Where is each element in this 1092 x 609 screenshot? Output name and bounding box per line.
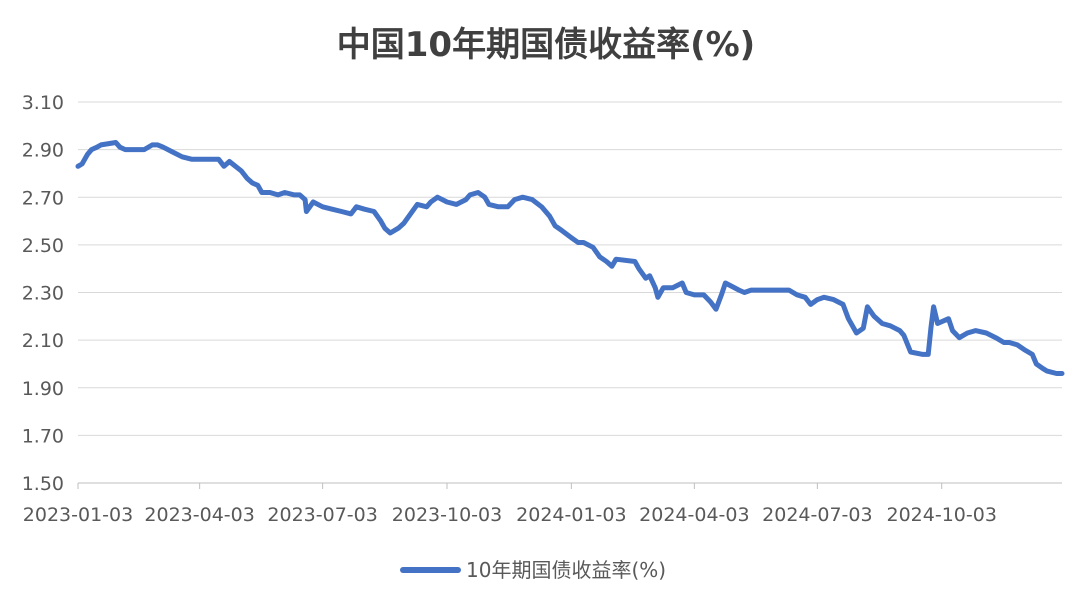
x-tick-label: 2023-10-03 [392, 504, 502, 526]
y-tick-label: 3.10 [22, 92, 64, 114]
x-tick-label: 2024-10-03 [886, 504, 996, 526]
y-tick-label: 2.50 [22, 235, 64, 257]
y-tick-label: 1.90 [22, 378, 64, 400]
x-tick-label: 2024-04-03 [639, 504, 749, 526]
x-tick-label: 2024-01-03 [516, 504, 626, 526]
y-tick-label: 2.30 [22, 283, 64, 305]
x-tick-label: 2023-04-03 [144, 504, 254, 526]
series-line-10y-yield [75, 140, 1065, 376]
series-layer [75, 140, 1065, 376]
y-tick-label: 2.90 [22, 140, 64, 162]
y-tick-label: 1.70 [22, 425, 64, 447]
x-tick-label: 2023-07-03 [267, 504, 377, 526]
y-tick-label: 2.70 [22, 187, 64, 209]
gridlines [78, 101, 1062, 484]
axes: 1.50 1.70 1.90 2.10 2.30 2.50 2.70 2.90 3.10 2023… [22, 92, 1062, 526]
legend: 10年期国债收益率(%) [400, 558, 666, 582]
legend-label: 10年期国债收益率(%) [466, 558, 666, 582]
x-tick-label: 2024-07-03 [762, 504, 872, 526]
y-tick-label: 2.10 [22, 330, 64, 352]
x-tick-label: 2023-01-03 [23, 504, 133, 526]
y-tick-label: 1.50 [22, 473, 64, 495]
chart-title: 中国10年期国债收益率(%) [337, 25, 755, 65]
